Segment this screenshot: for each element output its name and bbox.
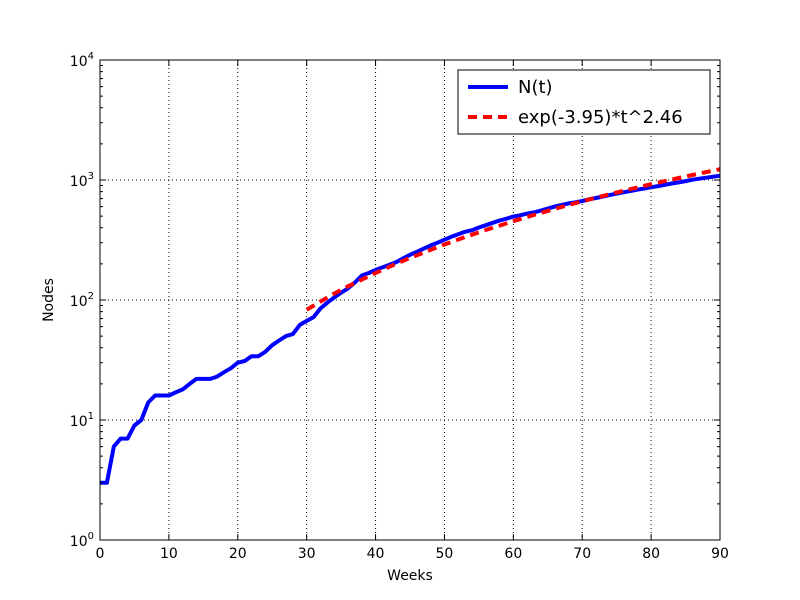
y-tick-label-exponent: 0 [88, 531, 94, 542]
x-tick-labels: 0 10 20 30 40 50 60 70 80 90 [96, 546, 729, 562]
series-layer [100, 167, 721, 485]
y-axis-label: Nodes [41, 278, 57, 322]
x-tick-label: 50 [436, 546, 454, 562]
y-tick-label: 102 [70, 291, 94, 310]
y-tick-label-exponent: 3 [88, 171, 94, 182]
y-tick-label: 101 [70, 411, 94, 430]
x-tick-label: 80 [642, 546, 660, 562]
ticks [99, 59, 721, 541]
x-tick-label: 60 [504, 546, 522, 562]
grid [100, 60, 720, 540]
y-tick-label-exponent: 1 [88, 411, 94, 422]
y-tick-label-base: 10 [70, 414, 88, 430]
y-tick-label: 100 [70, 531, 94, 550]
x-tick-label: 90 [711, 546, 729, 562]
y-tick-label-exponent: 2 [88, 291, 94, 302]
x-axis-label: Weeks [387, 568, 433, 584]
y-tick-label: 104 [70, 51, 94, 70]
x-tick-label: 0 [96, 546, 105, 562]
legend: N(t) exp(-3.95)*t^2.46 [457, 69, 711, 135]
y-tick-label-base: 10 [70, 534, 88, 550]
x-tick-label: 40 [367, 546, 385, 562]
legend-frame [457, 69, 711, 135]
y-tick-label-base: 10 [70, 294, 88, 310]
legend-label-fit: exp(-3.95)*t^2.46 [518, 107, 683, 128]
x-tick-label: 10 [160, 546, 178, 562]
x-tick-label: 20 [229, 546, 247, 562]
x-tick-label: 30 [298, 546, 316, 562]
series-line-fit [305, 167, 721, 312]
y-tick-label: 103 [70, 171, 94, 190]
y-tick-label-base: 10 [70, 54, 88, 70]
y-tick-label-base: 10 [70, 174, 88, 190]
y-tick-label-exponent: 4 [88, 51, 94, 62]
legend-label-n-t: N(t) [518, 77, 553, 98]
x-tick-label: 70 [573, 546, 591, 562]
